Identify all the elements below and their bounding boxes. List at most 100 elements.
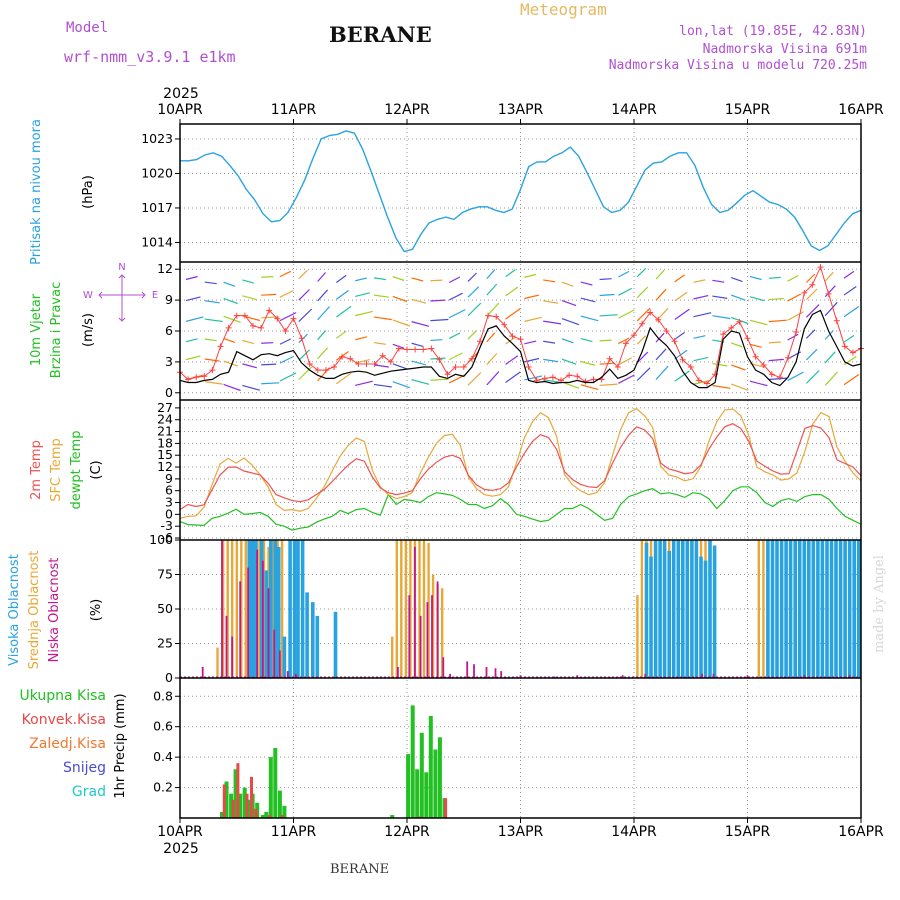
cloud-low-bar bbox=[473, 664, 475, 678]
wind-arrow bbox=[430, 279, 443, 282]
cloud-low-bar bbox=[273, 629, 276, 678]
precip-total-bar bbox=[424, 772, 429, 818]
wind-gust-marker bbox=[412, 346, 419, 353]
precip-conv-bar bbox=[231, 799, 235, 818]
wind-arrow bbox=[223, 383, 241, 392]
wind-arrow bbox=[524, 340, 537, 345]
y-tick-label: 1023 bbox=[141, 131, 173, 146]
wind-gust-marker bbox=[404, 346, 410, 353]
wind-arrow bbox=[824, 371, 838, 386]
wind-gust-marker bbox=[509, 333, 516, 340]
wind-gust-marker bbox=[493, 313, 500, 320]
cloud-high-bar bbox=[775, 540, 779, 678]
wind-arrow bbox=[693, 335, 706, 339]
cloud-high-bar bbox=[269, 540, 273, 678]
cloud-high-bar bbox=[852, 540, 856, 678]
cloud-high-bar bbox=[770, 540, 775, 678]
y-tick-label: 15 bbox=[157, 447, 173, 462]
top-day-label: 12APR bbox=[384, 102, 430, 118]
wind-gust-marker bbox=[387, 358, 394, 365]
wind-arrow bbox=[204, 281, 217, 285]
wind-arrow bbox=[185, 316, 204, 322]
cloud-high-bar bbox=[690, 540, 694, 678]
wind-arrow bbox=[242, 295, 258, 301]
cloud-low-bar bbox=[279, 650, 281, 678]
wind-arrow bbox=[543, 279, 556, 283]
wind-gust-marker bbox=[631, 332, 637, 339]
cloud-high-bar bbox=[250, 540, 255, 678]
wind-gust-marker bbox=[655, 316, 662, 323]
y-tick-label: 0 bbox=[165, 385, 173, 400]
cloud-high-bar bbox=[712, 545, 717, 678]
cloud-mid-bar bbox=[636, 595, 639, 678]
wind-gust-marker bbox=[849, 349, 856, 356]
wind-gust-marker bbox=[363, 361, 370, 367]
bottom-day-label: 11APR bbox=[271, 824, 317, 840]
wind-arrow bbox=[730, 342, 743, 348]
wind-arrow bbox=[824, 301, 838, 317]
lonlat-label: lon,lat (19.85E, 42.83N) bbox=[679, 24, 867, 39]
wind-gust-marker bbox=[258, 324, 265, 331]
cloud-high-bar bbox=[834, 540, 838, 678]
wind-arrow bbox=[824, 351, 836, 364]
wind-arrow bbox=[768, 341, 781, 344]
bottom-day-label: 16APR bbox=[838, 824, 884, 840]
top-day-label: 14APR bbox=[611, 102, 657, 118]
wind-gust-marker bbox=[590, 376, 597, 383]
cloud-high-bar bbox=[708, 540, 712, 678]
wind-gust-marker bbox=[801, 289, 808, 296]
wind-arrow bbox=[768, 319, 787, 323]
wind-arrow bbox=[261, 382, 280, 385]
temp-2m-line bbox=[179, 423, 862, 511]
wind-arrow bbox=[355, 292, 370, 297]
precip-total-bar bbox=[410, 705, 415, 818]
wind-gust-marker bbox=[744, 335, 751, 342]
wind-arrow bbox=[279, 312, 297, 322]
dewpt-axis-title: dewpt Temp bbox=[69, 430, 84, 509]
cloud-mid-bar bbox=[422, 540, 426, 678]
cloud-low-bar bbox=[436, 581, 439, 678]
compass-e-label: E bbox=[152, 290, 158, 301]
wind-arrow bbox=[223, 360, 238, 367]
cloud-mid-bar bbox=[235, 540, 238, 678]
precip-total-bar bbox=[390, 815, 395, 818]
cloud-low-bar bbox=[414, 546, 416, 678]
wind-arrow bbox=[543, 320, 562, 325]
wind-arrow bbox=[561, 281, 574, 287]
wind-arrow bbox=[749, 343, 762, 348]
wind-arrow bbox=[787, 293, 802, 302]
precip-total-bar bbox=[437, 737, 442, 818]
frame-layer bbox=[175, 119, 862, 823]
precip-total-bar bbox=[406, 754, 411, 818]
wind-arrow bbox=[336, 305, 352, 318]
wind-arrow bbox=[392, 295, 408, 303]
wind-arrow bbox=[730, 294, 746, 301]
cloud-low-bar bbox=[262, 560, 264, 678]
wind-speed-line bbox=[179, 309, 862, 389]
wind-arrow bbox=[467, 302, 482, 317]
wind-arrow bbox=[448, 292, 463, 301]
bottom-day-label: 12APR bbox=[384, 824, 430, 840]
wind-arrow bbox=[505, 308, 521, 320]
cloud-mid-bar bbox=[431, 574, 435, 678]
wind-arrow bbox=[298, 269, 308, 280]
wind-gust-marker bbox=[485, 312, 492, 319]
wind-arrow bbox=[279, 355, 294, 364]
precip-legend-item: Konvek.Kisa bbox=[22, 712, 106, 728]
cloud-high-bar bbox=[829, 540, 834, 678]
wind-gust-marker bbox=[331, 364, 337, 370]
cloud-high-bar bbox=[333, 611, 338, 678]
wind-arrow bbox=[317, 306, 331, 321]
cloud-low-bar bbox=[449, 673, 451, 678]
wind-arrow bbox=[805, 273, 816, 283]
wind-gust-marker bbox=[549, 374, 556, 381]
wind-gust-marker bbox=[209, 367, 216, 374]
precip-total-bar bbox=[433, 749, 438, 818]
cloud-mid-bar bbox=[395, 540, 398, 678]
wind-arrow bbox=[467, 272, 477, 282]
wind-arrow bbox=[411, 298, 427, 304]
wind-arrow bbox=[392, 381, 411, 389]
wind-arrow bbox=[298, 349, 310, 361]
wind-arrow bbox=[712, 279, 725, 283]
precip-total-bar bbox=[419, 732, 424, 818]
